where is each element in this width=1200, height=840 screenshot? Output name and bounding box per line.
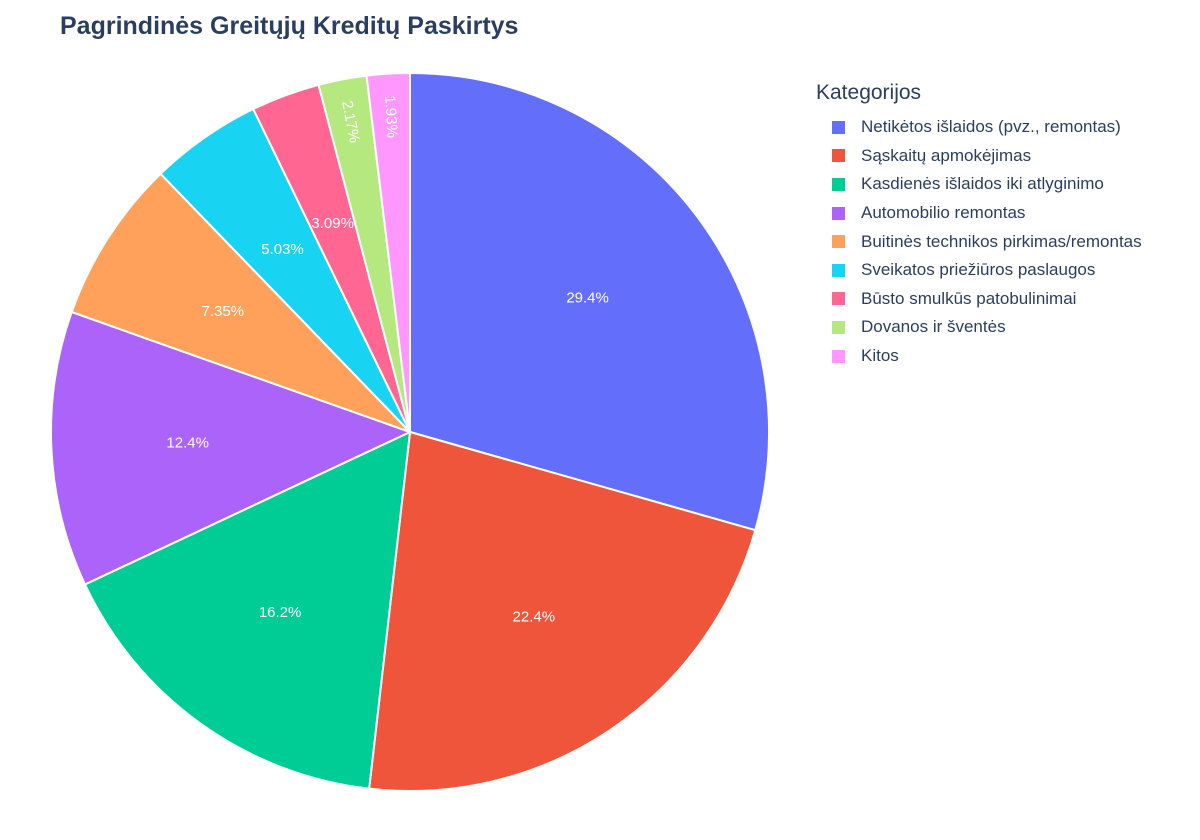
legend-label: Sąskaitų apmokėjimas	[861, 145, 1032, 165]
legend-item[interactable]: Sveikatos priežiūros paslaugos	[816, 256, 1142, 285]
legend-swatch	[832, 349, 845, 363]
legend-label: Kasdienės išlaidos iki atlyginimo	[861, 174, 1104, 194]
legend-swatch	[832, 206, 845, 220]
legend-swatch	[832, 320, 845, 334]
legend-label: Buitinės technikos pirkimas/remontas	[861, 231, 1142, 251]
pie-slices	[50, 71, 770, 792]
legend-label: Kitos	[861, 346, 899, 366]
legend-label: Sveikatos priežiūros paslaugos	[861, 260, 1096, 280]
pie-slice[interactable]	[83, 430, 412, 790]
legend-label: Netikėtos išlaidos (pvz., remontas)	[861, 117, 1121, 137]
pie-labels: 29.4%22.4%16.2%12.4%7.35%5.03%3.09%2.17%…	[166, 95, 608, 626]
legend-swatch	[832, 120, 845, 134]
legend-swatch	[832, 263, 845, 277]
slice-label: 29.4%	[566, 289, 609, 306]
legend-label: Būsto smulkūs patobulinimai	[861, 288, 1077, 308]
legend-item[interactable]: Buitinės technikos pirkimas/remontas	[816, 227, 1142, 256]
legend-item[interactable]: Būsto smulkūs patobulinimai	[816, 285, 1142, 314]
legend-item[interactable]: Automobilio remontas	[816, 199, 1142, 228]
slice-label: 3.09%	[311, 215, 354, 232]
slice-label: 16.2%	[259, 604, 302, 621]
pie-slice[interactable]	[409, 71, 770, 532]
legend-swatch	[832, 177, 845, 191]
legend-label: Dovanos ir šventės	[861, 317, 1006, 337]
legend-title: Kategorijos	[816, 81, 922, 104]
chart-title: Pagrindinės Greitųjų Kreditų Paskirtys	[60, 12, 519, 40]
pie-slice[interactable]	[70, 172, 411, 433]
legend-item[interactable]: Kitos	[816, 342, 1142, 371]
slice-label: 22.4%	[513, 608, 556, 625]
legend-item[interactable]: Netikėtos išlaidos (pvz., remontas)	[816, 113, 1142, 142]
legend-label: Automobilio remontas	[861, 203, 1026, 223]
legend-items: Netikėtos išlaidos (pvz., remontas) Sąska…	[816, 113, 1142, 370]
legend-swatch	[832, 292, 845, 306]
legend-item[interactable]: Sąskaitų apmokėjimas	[816, 142, 1142, 171]
slice-label: 1.93%	[381, 95, 401, 138]
pie-slice[interactable]	[50, 310, 413, 586]
legend-swatch	[832, 235, 845, 249]
legend: Kategorijos Netikėtos išlaidos (pvz., re…	[816, 81, 1142, 370]
legend-item[interactable]: Dovanos ir šventės	[816, 313, 1142, 342]
slice-label: 5.03%	[261, 241, 304, 258]
pie-slice[interactable]	[365, 71, 411, 433]
slice-label: 12.4%	[166, 434, 209, 451]
legend-item[interactable]: Kasdienės išlaidos iki atlyginimo	[816, 170, 1142, 199]
slice-label: 7.35%	[202, 303, 245, 320]
legend-swatch	[832, 149, 845, 163]
pie-slice[interactable]	[368, 430, 757, 792]
